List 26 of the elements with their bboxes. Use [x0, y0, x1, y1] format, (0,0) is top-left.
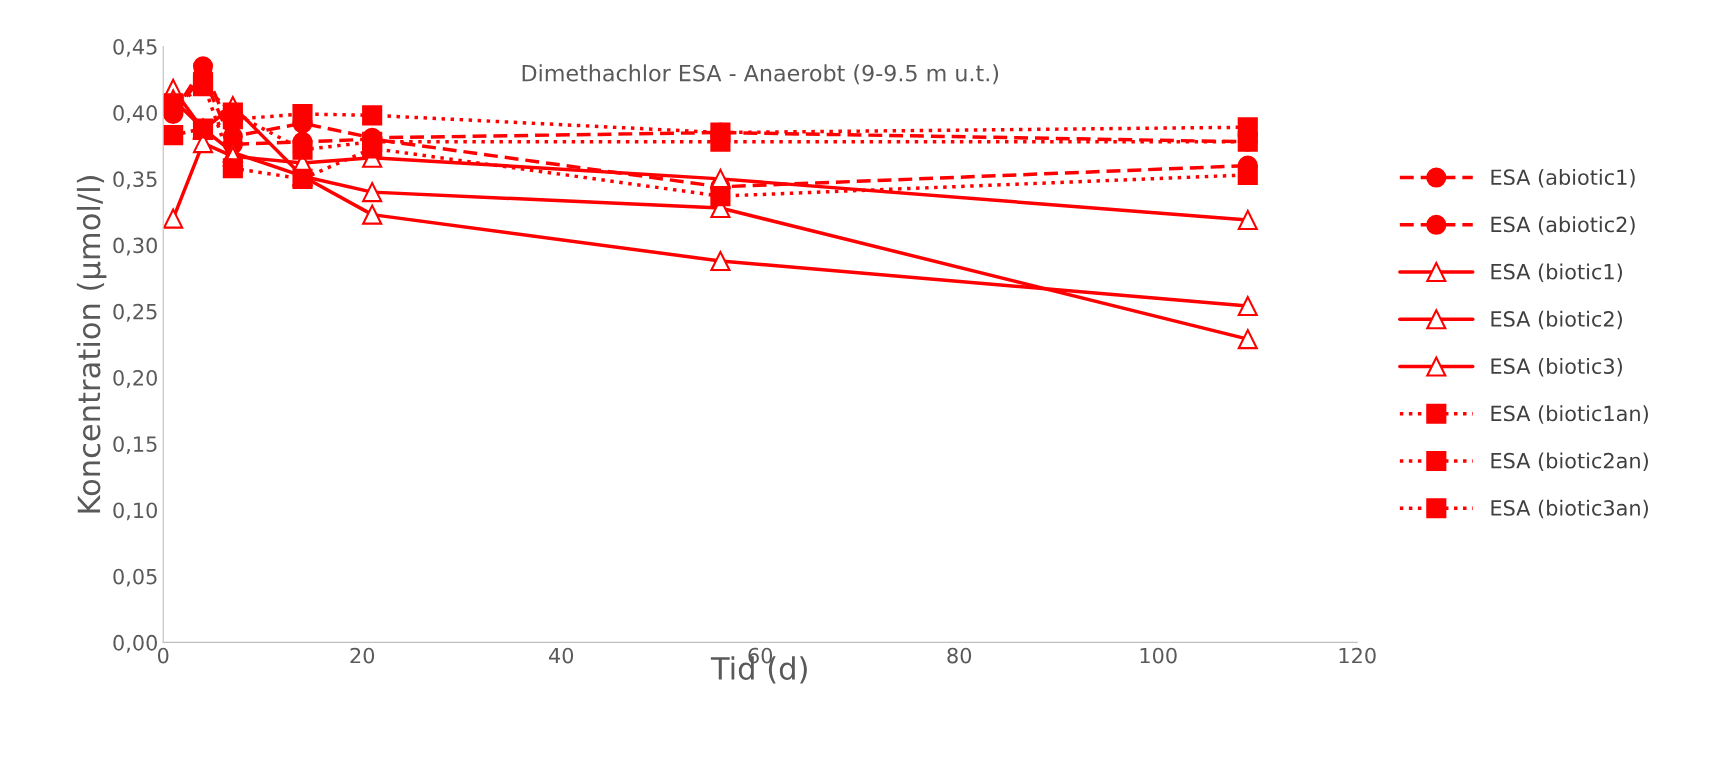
- text: Dimethachlor ESA - Anaerobt (9-9.5 m u.t.): [522, 64, 999, 85]
- x-tick-label: 100: [1140, 647, 1177, 664]
- legend-label: ESA (biotic2an): [1491, 452, 1648, 472]
- y-tick-label: 0,40: [113, 105, 157, 123]
- y-tick-label: 0,05: [113, 568, 157, 587]
- y-tick-label: 0,35: [113, 171, 157, 190]
- y-tick-label: 0,45: [113, 38, 157, 57]
- y-tick-label: 0,30: [113, 237, 157, 256]
- legend-label: ESA (abiotic1): [1491, 168, 1635, 188]
- x-tick-label: 80: [947, 647, 972, 664]
- y-tick-label: 0,00: [113, 634, 157, 653]
- y-tick-label: 0,10: [113, 502, 157, 521]
- y-tick-label: 0,20: [113, 369, 157, 388]
- legend-label: ESA (biotic3an): [1491, 499, 1648, 519]
- x-tick-label: 20: [350, 647, 375, 664]
- legend-label: ESA (biotic3): [1491, 357, 1622, 377]
- legend-label: ESA (abiotic2): [1491, 216, 1635, 235]
- x-tick-label: 40: [548, 647, 574, 664]
- legend-label: ESA (biotic1): [1491, 263, 1622, 283]
- x-tick-label: 0: [157, 647, 169, 664]
- legend-label: ESA (biotic1an): [1491, 405, 1648, 424]
- legend-label: ESA (biotic2): [1491, 310, 1622, 330]
- y-tick-label: 0,25: [113, 303, 157, 322]
- y-axis-title: Koncentration (µmol/l): [76, 176, 107, 513]
- y-tick-label: 0,15: [113, 436, 157, 455]
- x-tick-label: 120: [1339, 647, 1376, 664]
